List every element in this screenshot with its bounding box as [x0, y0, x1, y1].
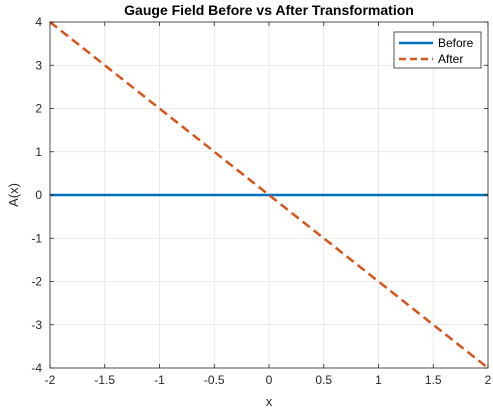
y-tick-label: -3: [31, 318, 42, 332]
y-tick-label: 3: [35, 58, 42, 72]
y-tick-label: 2: [35, 102, 42, 116]
legend-box: [393, 31, 482, 69]
x-tick-label: 0: [266, 373, 273, 387]
legend: Before After: [393, 31, 482, 69]
y-tick-label: -2: [31, 275, 42, 289]
y-tick-label: -1: [31, 231, 42, 245]
y-tick-label: 0: [35, 188, 42, 202]
axis-ticks: -2 -1.5 -1 -0.5 0 0.5 1 1.5 2 -4 -3 -2 -1 0 1 2 3 4: [31, 15, 491, 387]
x-tick-label: 1.5: [425, 373, 442, 387]
x-tick-label: 0.5: [315, 373, 332, 387]
legend-label-after: After: [438, 52, 463, 66]
legend-label-before: Before: [438, 36, 474, 50]
y-tick-label: 4: [35, 15, 42, 29]
x-tick-label: 1: [375, 373, 382, 387]
y-axis-label: A(x): [6, 183, 21, 207]
series-line-after: [49, 21, 489, 369]
x-tick-label: 2: [485, 373, 492, 387]
x-tick-label: -2: [45, 373, 56, 387]
x-tick-label: -1.5: [94, 373, 115, 387]
y-tick-label: -4: [31, 361, 42, 375]
chart-title: Gauge Field Before vs After Transformati…: [124, 2, 414, 18]
y-tick-label: 1: [35, 145, 42, 159]
x-tick-label: -1: [154, 373, 165, 387]
x-tick-label: -0.5: [204, 373, 225, 387]
series-lines: [49, 21, 489, 369]
x-axis-label: x: [266, 394, 273, 409]
